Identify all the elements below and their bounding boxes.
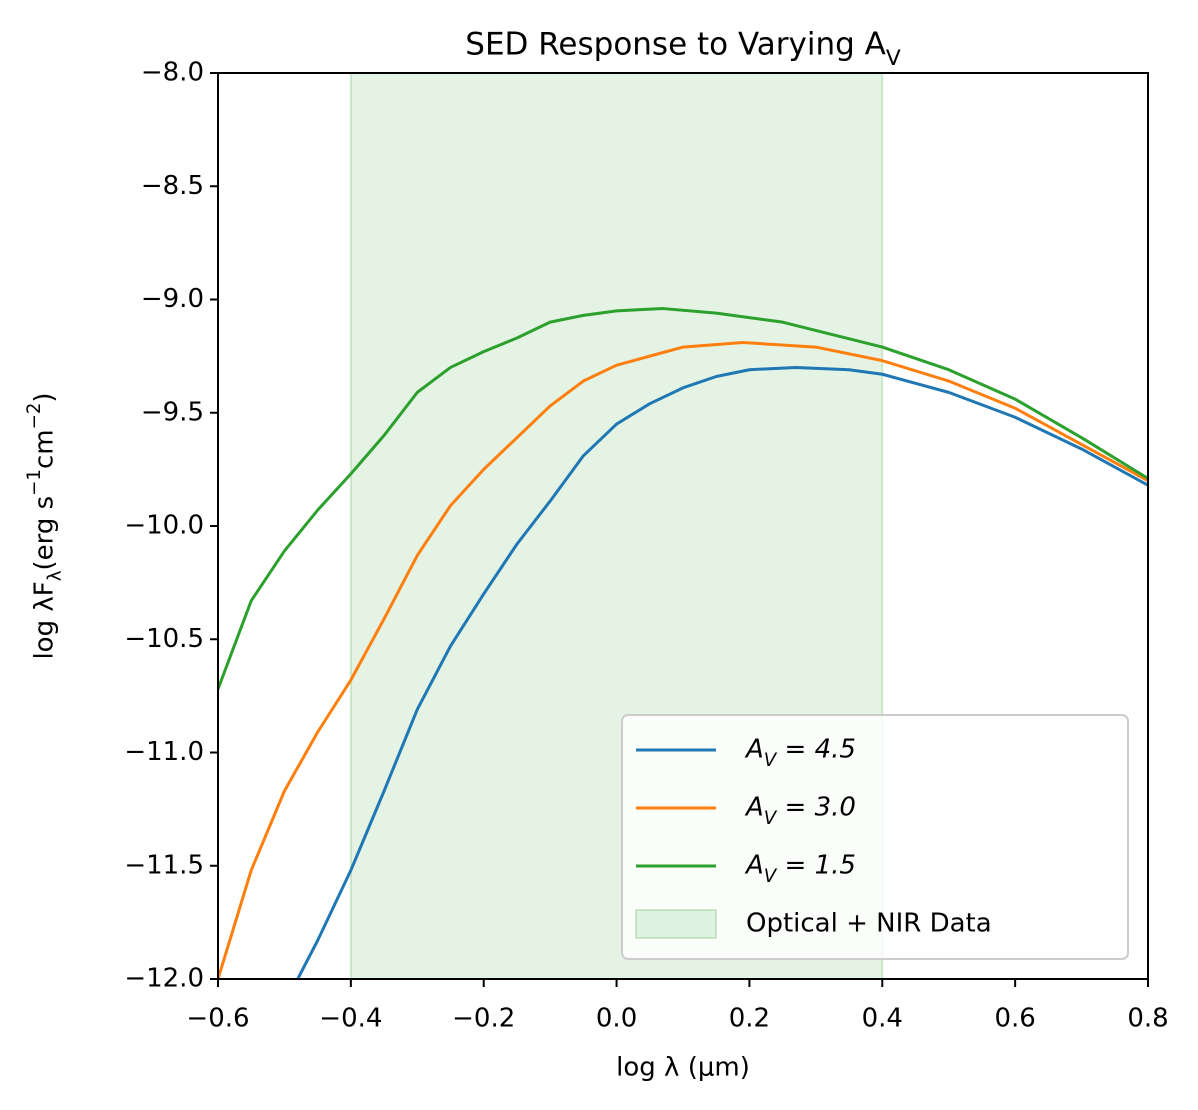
y-tick-label: −8.5 [141,171,204,201]
legend-swatch [635,909,717,939]
legend-box [621,714,1129,960]
x-tick-label: −0.6 [186,1004,249,1034]
x-tick-label: 0.2 [729,1004,770,1034]
y-tick-label: −10.5 [124,624,204,654]
legend-label: Optical + NIR Data [746,909,992,939]
y-tick-label: −8.0 [141,58,204,88]
series-line [218,307,1148,690]
y-tick-label: −10.0 [124,511,204,541]
x-tick-label: −0.2 [452,1004,515,1034]
x-tick-label: 0.8 [1127,1004,1168,1034]
y-tick-label: −11.5 [124,850,204,880]
x-tick-label: −0.4 [319,1004,382,1034]
x-tick-label: 0.0 [596,1004,637,1034]
x-tick-label: 0.4 [862,1004,903,1034]
x-tick-label: 0.6 [994,1004,1035,1034]
y-axis-label: log λFλ(erg s−1cm−2) [24,392,66,659]
y-tick-label: −9.5 [141,397,204,427]
x-axis-label: log λ (μm) [616,1053,750,1083]
series-line [296,365,1148,979]
y-tick-label: −9.0 [141,284,204,314]
series-line [218,341,1148,979]
y-tick-label: −11.0 [124,737,204,767]
chart-title: SED Response to Varying AV [465,27,901,71]
y-tick-label: −12.0 [124,964,204,994]
